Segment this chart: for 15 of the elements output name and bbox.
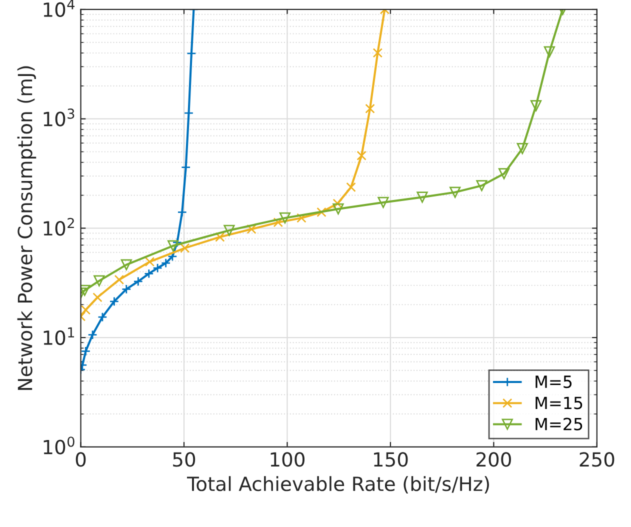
y-tick-label: 10$^{3}$ <box>44 108 74 126</box>
x-axis-title: Total Achievable Rate (bit/s/Hz) <box>186 476 489 494</box>
legend-label: M=15 <box>536 396 582 410</box>
x-tick-label: 200 <box>476 452 511 467</box>
x-tick-label: 50 <box>173 452 196 467</box>
legend-label: M=25 <box>536 418 582 430</box>
x-tick-label: 100 <box>270 452 304 467</box>
y-tick-label: 10$^{2}$ <box>44 218 74 236</box>
legend-label: M=5 <box>536 376 572 388</box>
y-tick-label: 10$^{0}$ <box>44 436 74 454</box>
x-tick-label: 250 <box>580 452 614 467</box>
x-tick-label: 0 <box>76 452 86 467</box>
y-tick-label: 10$^{1}$ <box>44 327 74 346</box>
x-tick-label: 150 <box>374 452 408 467</box>
y-axis-title: Network Power Consumption (mJ) <box>17 66 36 390</box>
